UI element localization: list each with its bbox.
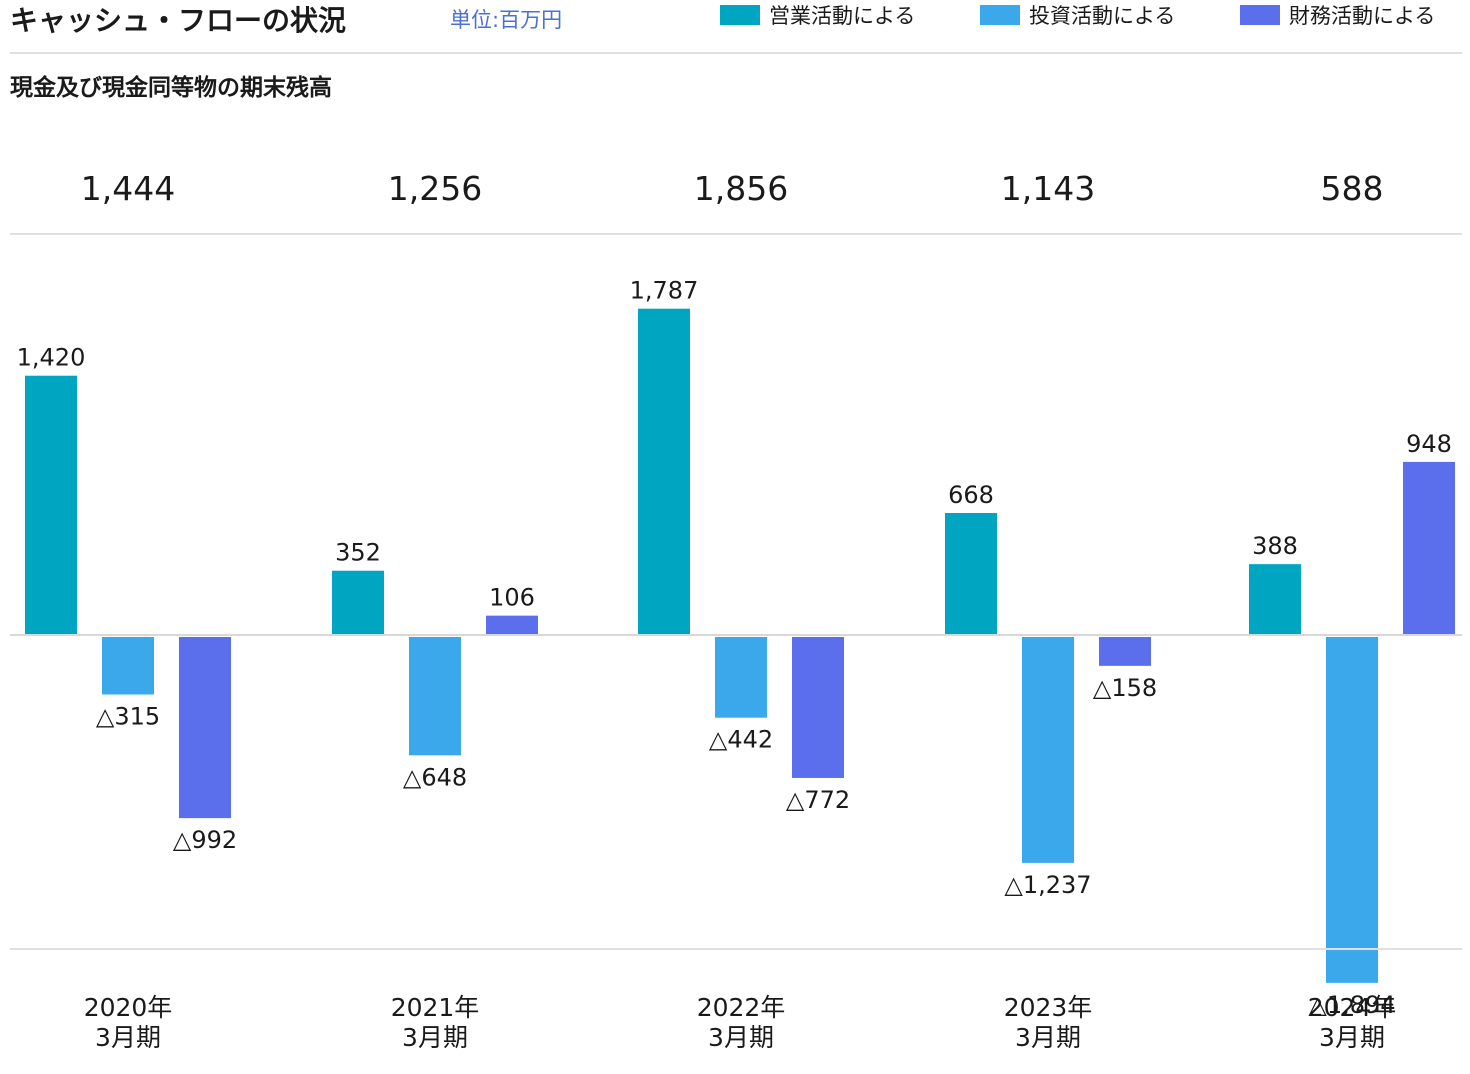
data-label: 1,787 bbox=[630, 277, 699, 305]
legend-swatch-3 bbox=[1240, 5, 1280, 25]
data-label: △1,237 bbox=[1004, 871, 1091, 899]
data-label: 668 bbox=[948, 481, 994, 509]
bar-series-1 bbox=[638, 308, 690, 635]
balance-value: 1,444 bbox=[81, 169, 175, 208]
bar-area: 1,420 352 1,787 668 388 △315 △648 △442 △1,237 △1,… bbox=[17, 277, 1455, 1019]
bar-series-1 bbox=[945, 513, 997, 635]
category-year-label: 2020年 bbox=[84, 993, 173, 1022]
legend: 営業活動による 投資活動による 財務活動による bbox=[720, 4, 1435, 28]
data-label: 352 bbox=[335, 539, 381, 567]
data-label: △315 bbox=[96, 703, 160, 731]
balance-value: 1,256 bbox=[388, 169, 482, 208]
category-year-label: 2024年 bbox=[1308, 993, 1397, 1022]
unit-label: 単位:百万円 bbox=[450, 8, 562, 32]
data-label: 106 bbox=[489, 584, 535, 612]
bar-series-3 bbox=[486, 615, 538, 635]
bar-series-1 bbox=[332, 570, 384, 635]
data-label: △1,894 bbox=[1308, 991, 1395, 1019]
bar-series-3 bbox=[792, 637, 844, 778]
data-label: 1,420 bbox=[17, 344, 86, 372]
bar-series-3 bbox=[1403, 461, 1455, 635]
data-label: 948 bbox=[1406, 430, 1452, 458]
bar-series-1 bbox=[1249, 564, 1301, 635]
bar-series-1 bbox=[25, 375, 77, 635]
category-year-label: 2023年 bbox=[1004, 993, 1093, 1022]
legend-label-1: 営業活動による bbox=[769, 4, 915, 28]
bar-series-2 bbox=[1326, 637, 1378, 983]
balance-value: 588 bbox=[1321, 169, 1384, 208]
bar-series-3 bbox=[1099, 637, 1151, 666]
category-period-label: 3月期 bbox=[1319, 1023, 1385, 1052]
category-period-label: 3月期 bbox=[1015, 1023, 1081, 1052]
data-label: 388 bbox=[1252, 532, 1298, 560]
legend-label-3: 財務活動による bbox=[1289, 4, 1435, 28]
category-period-label: 3月期 bbox=[708, 1023, 774, 1052]
data-label: △648 bbox=[403, 763, 467, 791]
legend-swatch-1 bbox=[720, 5, 760, 25]
data-label: △772 bbox=[786, 786, 850, 814]
period-end-balances: 1,444 1,256 1,856 1,143 588 bbox=[81, 169, 1384, 208]
balance-value: 1,856 bbox=[694, 169, 788, 208]
bar-series-2 bbox=[715, 637, 767, 718]
balance-value: 1,143 bbox=[1001, 169, 1095, 208]
legend-label-2: 投資活動による bbox=[1029, 4, 1175, 28]
data-label: △158 bbox=[1093, 674, 1157, 702]
bar-series-3 bbox=[179, 637, 231, 819]
chart-title: キャッシュ・フローの状況 bbox=[10, 4, 346, 37]
bar-series-2 bbox=[102, 637, 154, 695]
category-year-label: 2022年 bbox=[697, 993, 786, 1022]
balance-section-label: 現金及び現金同等物の期末残高 bbox=[10, 74, 332, 101]
category-period-label: 3月期 bbox=[402, 1023, 468, 1052]
data-label: △442 bbox=[709, 726, 773, 754]
bar-series-2 bbox=[409, 637, 461, 756]
legend-swatch-2 bbox=[980, 5, 1020, 25]
category-year-label: 2021年 bbox=[391, 993, 480, 1022]
data-label: △992 bbox=[173, 826, 237, 854]
bar-series-2 bbox=[1022, 637, 1074, 863]
category-period-label: 3月期 bbox=[95, 1023, 161, 1052]
